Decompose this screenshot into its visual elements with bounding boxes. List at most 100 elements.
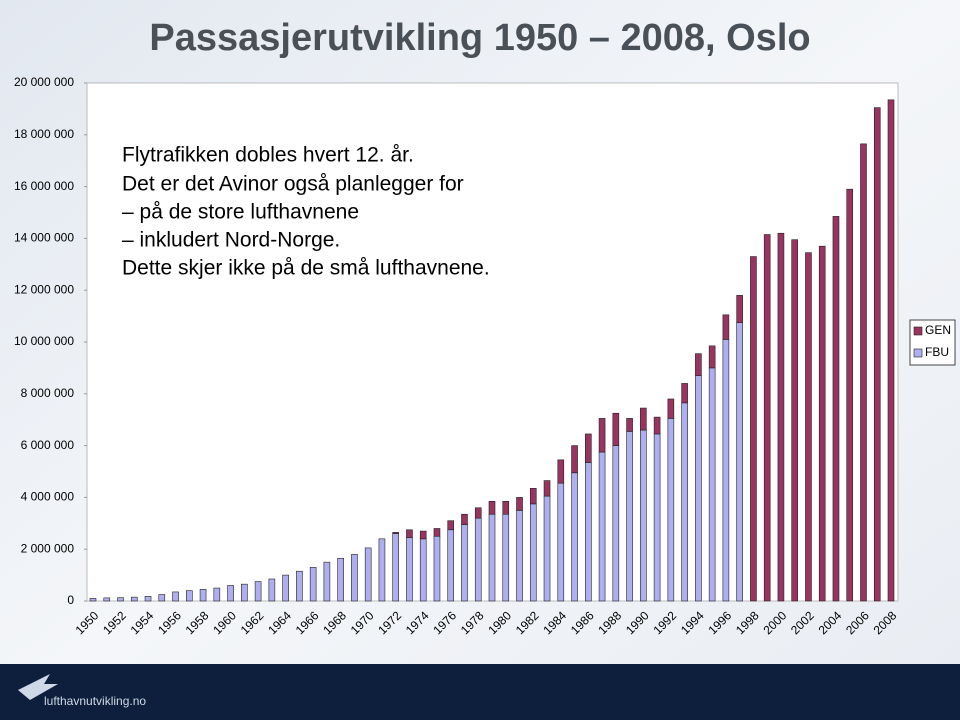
- y-tick-label: 14 000 000: [14, 231, 74, 245]
- legend-swatch: [913, 348, 923, 358]
- y-tick-label: 10 000 000: [14, 334, 74, 348]
- bar-segment: [557, 482, 565, 602]
- bar-segment: [598, 418, 606, 453]
- footer-text: lufthavnutvikling.no: [44, 694, 146, 708]
- bar-segment: [447, 529, 455, 602]
- annotation: Dette skjer ikke på de små lufthavnene.: [122, 257, 490, 280]
- bar-segment: [158, 594, 166, 602]
- bar-segment: [598, 451, 606, 602]
- bar-segment: [750, 256, 757, 602]
- bar-segment: [653, 433, 661, 602]
- bar-segment: [791, 239, 798, 602]
- bar-segment: [585, 433, 592, 463]
- legend-label: FBU: [925, 345, 949, 359]
- bar-segment: [268, 578, 276, 602]
- bar-segment: [254, 581, 262, 602]
- bar-segment: [873, 107, 881, 602]
- bar-segment: [488, 513, 496, 602]
- bar-segment: [337, 557, 344, 602]
- bar-segment: [708, 367, 716, 602]
- bar-segment: [640, 407, 647, 431]
- bar-segment: [722, 339, 730, 602]
- bar-segment: [130, 596, 138, 602]
- bar-segment: [708, 345, 716, 369]
- bar-segment: [832, 216, 840, 602]
- bar-segment: [529, 503, 537, 602]
- bar-segment: [309, 567, 317, 602]
- bar-segment: [144, 596, 152, 602]
- bar-segment: [653, 416, 661, 435]
- bar-segment: [406, 529, 413, 538]
- bar-segment: [860, 143, 867, 602]
- bar-segment: [612, 412, 620, 446]
- chart-title: Passasjerutvikling 1950 – 2008, Oslo: [149, 17, 810, 59]
- bar-segment: [103, 597, 111, 602]
- annotation: Flytrafikken dobles hvert 12. år.: [122, 144, 414, 167]
- y-tick-label: 16 000 000: [14, 179, 74, 193]
- bar-segment: [571, 472, 578, 602]
- bar-segment: [227, 585, 234, 602]
- bar-segment: [585, 462, 592, 602]
- y-tick-label: 12 000 000: [14, 282, 74, 296]
- bar-segment: [695, 375, 702, 602]
- bar-segment: [351, 554, 358, 602]
- bar-segment: [282, 574, 289, 602]
- bar-segment: [516, 497, 523, 511]
- y-tick-label: 8 000 000: [21, 386, 75, 400]
- bar-segment: [419, 530, 427, 540]
- bar-segment: [502, 500, 510, 515]
- bar-segment: [681, 402, 688, 602]
- bar-segment: [488, 500, 496, 515]
- bar-segment: [117, 597, 124, 602]
- annotation: Det er det Avinor også planlegger for: [122, 173, 464, 196]
- bar-segment: [433, 528, 441, 537]
- y-tick-label: 2 000 000: [21, 541, 75, 555]
- bar-segment: [447, 520, 455, 531]
- bar-segment: [378, 538, 386, 602]
- bar-segment: [419, 538, 427, 602]
- bar-segment: [543, 480, 551, 497]
- bar-segment: [406, 537, 413, 602]
- bar-segment: [392, 533, 399, 602]
- y-tick-label: 20 000 000: [14, 75, 74, 89]
- bar-segment: [213, 587, 221, 602]
- y-tick-label: 6 000 000: [21, 438, 75, 452]
- bar-segment: [502, 513, 510, 602]
- bar-segment: [722, 314, 730, 340]
- bar-segment: [323, 561, 331, 602]
- bar-segment: [433, 535, 441, 602]
- bar-segment: [516, 510, 523, 602]
- bar-segment: [543, 495, 551, 602]
- bar-segment: [474, 517, 482, 602]
- bar-segment: [557, 459, 565, 484]
- footer-band: [0, 664, 960, 720]
- bar-segment: [186, 590, 193, 602]
- bar-segment: [846, 188, 854, 602]
- bar-segment: [89, 598, 97, 602]
- bar-segment: [640, 429, 647, 602]
- bar-segment: [626, 431, 633, 602]
- bar-segment: [667, 418, 675, 602]
- bar-segment: [241, 583, 248, 602]
- bar-segment: [364, 547, 372, 602]
- y-tick-label: 18 000 000: [14, 127, 74, 141]
- bar-segment: [818, 245, 826, 602]
- bar-segment: [392, 532, 399, 534]
- bar-segment: [887, 99, 895, 602]
- bar-segment: [667, 398, 675, 419]
- annotation: – på de store lufthavnene: [122, 201, 359, 224]
- bar-segment: [571, 445, 578, 474]
- bar-segment: [612, 445, 620, 602]
- bar-segment: [199, 589, 207, 602]
- bar-segment: [529, 488, 537, 505]
- logo-icon: [18, 674, 58, 700]
- bar-segment: [763, 234, 771, 602]
- bar-segment: [296, 570, 303, 602]
- y-tick-label: 0: [67, 593, 74, 607]
- bar-segment: [681, 383, 688, 404]
- legend-label: GEN: [925, 323, 951, 337]
- bar-segment: [474, 507, 482, 519]
- bar-segment: [736, 295, 743, 323]
- bar-segment: [626, 418, 633, 432]
